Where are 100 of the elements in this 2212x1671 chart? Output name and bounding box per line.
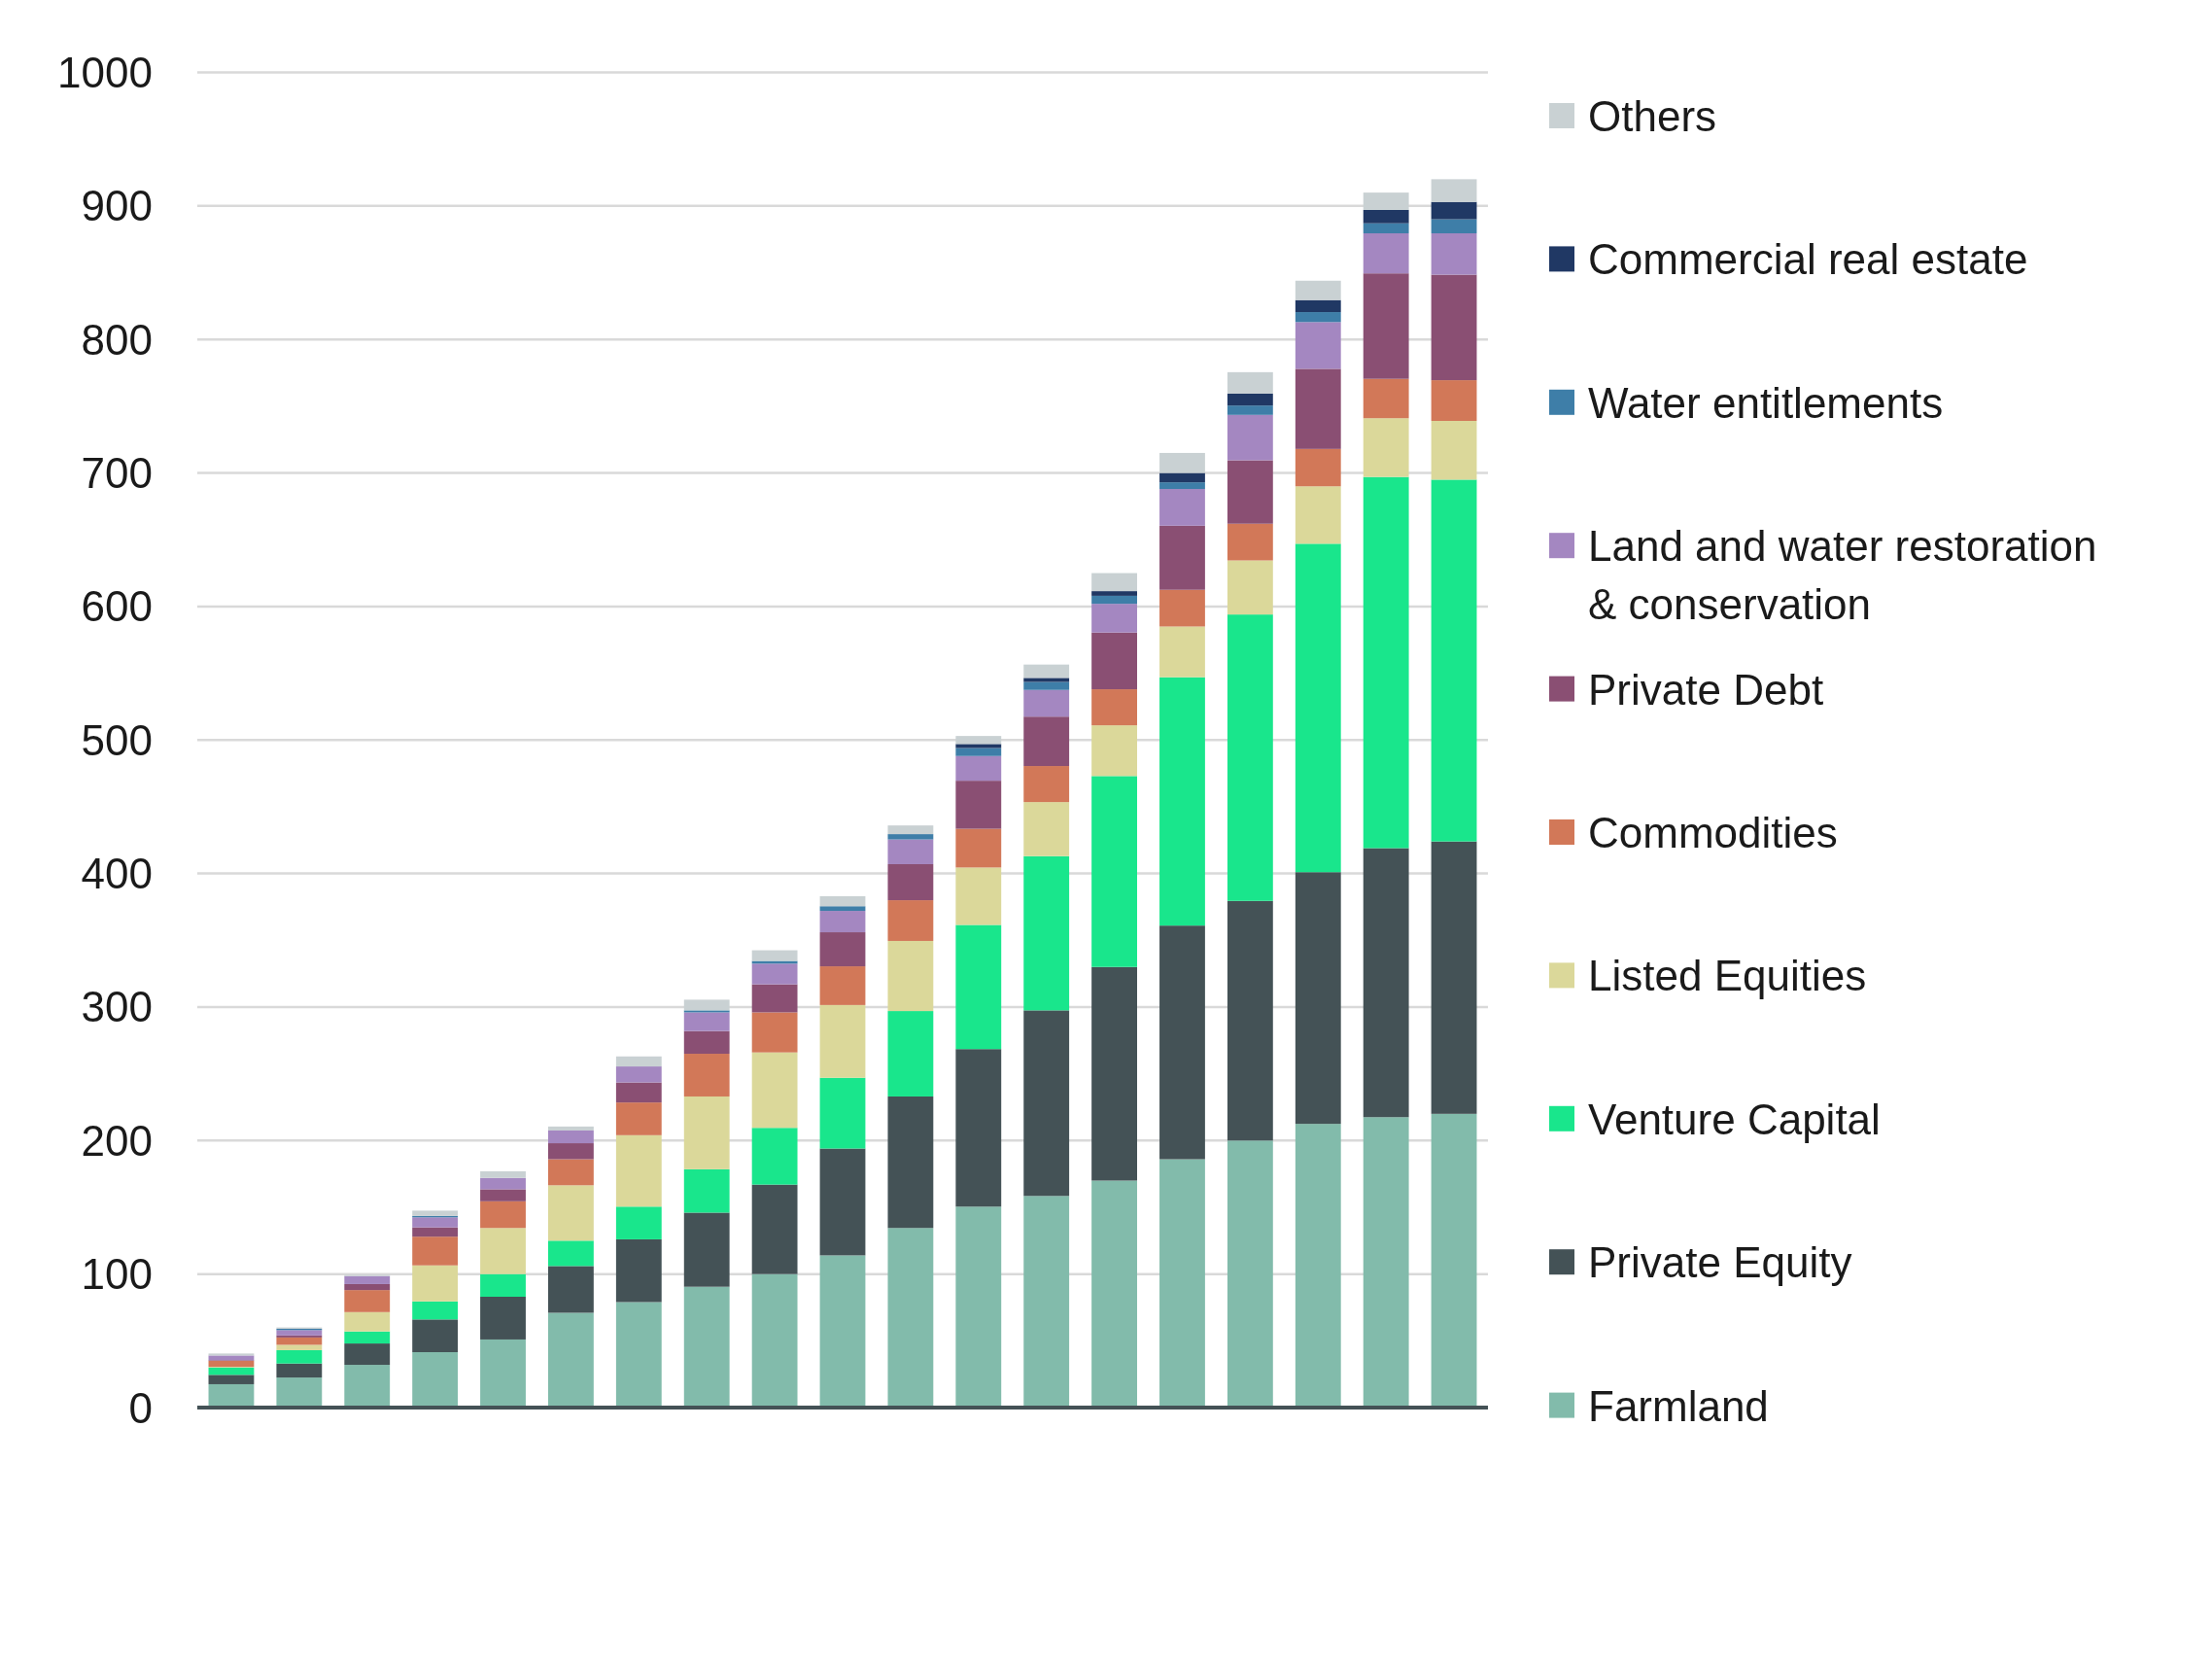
legend-label: Venture Capital [1588,1095,1881,1143]
bar [751,1184,798,1274]
bar [683,1096,730,1169]
bar [683,1168,730,1213]
bar [1431,841,1477,1114]
bar [955,867,1002,925]
bar [887,1096,934,1229]
bar [344,1290,391,1312]
bar [1023,664,1070,679]
bar [276,1335,323,1338]
bar [548,1159,594,1186]
legend-label: Private Debt [1588,665,1824,714]
bar [1431,1113,1477,1408]
bar [1363,418,1409,477]
bar [1431,201,1477,220]
bar [819,1255,866,1408]
bar [548,1131,594,1144]
bar [480,1228,526,1274]
bar [751,1052,798,1129]
bar [683,1012,730,1031]
y-tick-label: 600 [81,582,153,631]
bar [615,1134,662,1207]
bar [887,1011,934,1097]
bar [1023,1196,1070,1408]
y-tick-label: 0 [128,1383,153,1432]
bar [412,1265,459,1302]
bar [615,1056,662,1067]
bar [208,1355,255,1361]
bar [276,1337,323,1345]
bar [1159,925,1205,1160]
bar [208,1375,255,1384]
bar [1091,1180,1137,1409]
y-tick-label: 900 [81,182,153,230]
bar [1159,452,1205,473]
bar [1023,766,1070,803]
bar [819,1004,866,1078]
bar [1227,405,1273,415]
bar [548,1266,594,1313]
bar [1227,414,1273,461]
legend-label: Commercial real estate [1588,234,2028,283]
bar [1431,233,1477,275]
bar [1295,1124,1341,1408]
bar [683,1010,730,1013]
bar [819,906,866,912]
bar [1091,632,1137,690]
bar [480,1297,526,1340]
bar [887,900,934,941]
bar [887,834,934,840]
bar [1159,1159,1205,1408]
bar [1091,591,1137,596]
bar [1363,223,1409,234]
bar [683,1030,730,1055]
bar [480,1339,526,1408]
bar [1091,595,1137,605]
bar [751,1273,798,1408]
bar [1227,1140,1273,1408]
bar [1091,966,1137,1181]
bar [1023,716,1070,767]
bar [955,924,1002,1050]
y-tick-label: 100 [81,1250,153,1299]
bar [751,963,798,985]
bar [480,1170,526,1178]
bar [1023,678,1070,682]
bar [276,1330,323,1336]
bar [548,1240,594,1267]
bar [1363,1117,1409,1408]
bar [751,984,798,1013]
bar [208,1367,255,1375]
bar [1023,689,1070,717]
bar [955,828,1002,868]
bar [955,755,1002,782]
bar [819,895,866,907]
y-tick-label: 500 [81,715,153,764]
bar [412,1217,459,1228]
bar [548,1185,594,1241]
bar [208,1353,255,1356]
bar [887,940,934,1012]
bar [480,1201,526,1229]
bar [751,950,798,961]
bar [615,1238,662,1303]
y-tick-label: 700 [81,449,153,498]
bar [615,1102,662,1135]
bar [1363,476,1409,849]
bar [615,1302,662,1408]
bar [1363,209,1409,224]
bar [344,1331,391,1344]
bar [819,1077,866,1149]
bar [1091,725,1137,777]
bar [1159,472,1205,483]
bar [276,1363,323,1378]
bar [1159,482,1205,490]
bar [1227,560,1273,615]
bar [1227,460,1273,524]
bar [276,1349,323,1364]
bar [887,863,934,901]
bar [1091,776,1137,967]
legend-label: Commodities [1588,808,1838,856]
bar [1023,802,1070,856]
bar [344,1343,391,1366]
legend-label: Land and water restoration & conservation [1588,521,2097,628]
